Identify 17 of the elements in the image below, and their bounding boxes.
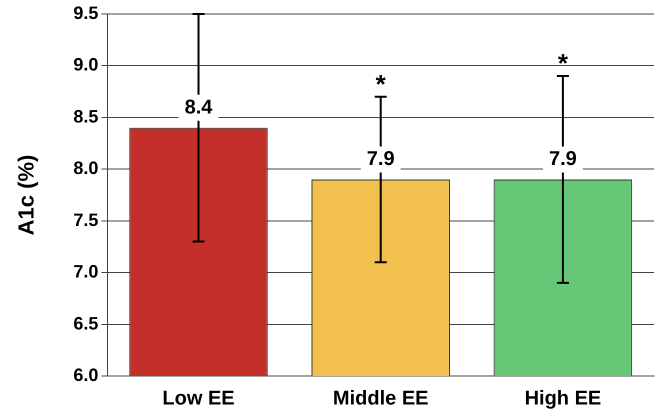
data-label: 8.4 <box>184 96 214 118</box>
y-tick-label: 8.0 <box>73 158 98 178</box>
y-tick-label: 9.0 <box>73 54 98 75</box>
annotation: * <box>376 68 387 99</box>
x-tick-label: Middle EE <box>332 388 428 410</box>
y-tick-label: 7.0 <box>73 262 98 282</box>
data-label: 7.9 <box>548 148 577 170</box>
y-tick-label: 6.5 <box>73 313 98 334</box>
x-tick-label: High EE <box>524 388 602 410</box>
y-tick-label: 8.5 <box>73 106 98 126</box>
y-tick-label: 9.5 <box>73 2 98 23</box>
y-tick-label: 6.0 <box>73 364 98 385</box>
annotation: * <box>558 48 569 78</box>
data-label: 7.9 <box>366 148 395 170</box>
x-tick-label: Low EE <box>162 388 235 410</box>
y-axis-title: A1c (%) <box>13 154 38 236</box>
y-tick-label: 7.5 <box>73 210 98 230</box>
